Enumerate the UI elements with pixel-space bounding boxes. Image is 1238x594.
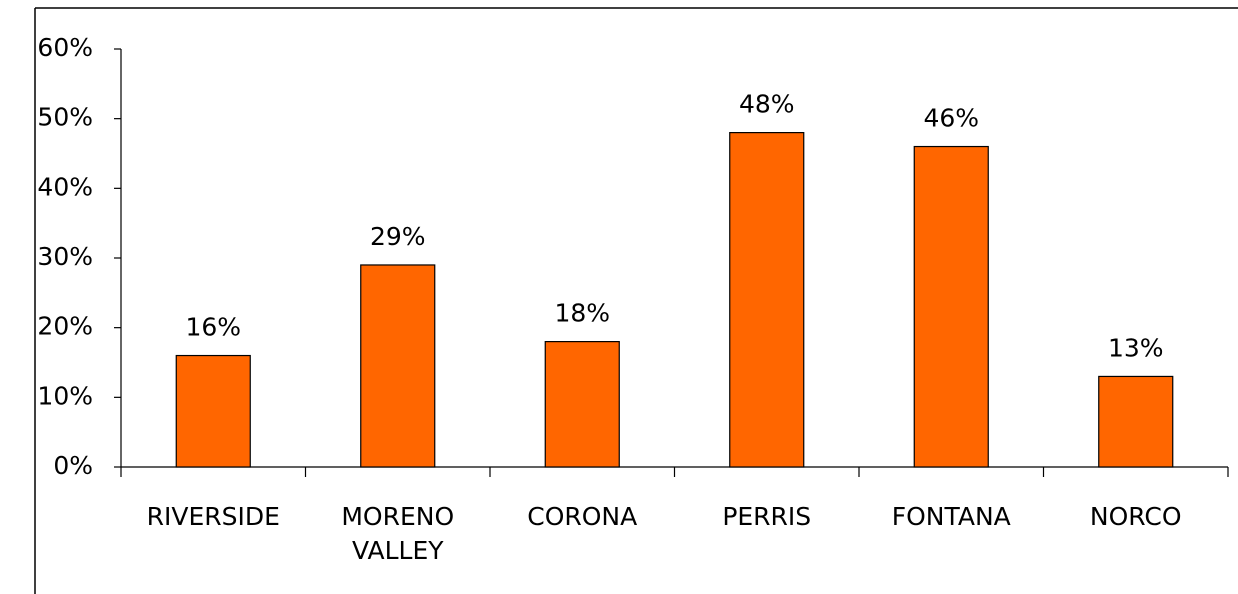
data-label: 18%: [554, 299, 610, 328]
y-tick-label: 0%: [53, 451, 93, 480]
x-tick-label: RIVERSIDE: [146, 502, 280, 531]
x-tick-label: PERRIS: [722, 502, 812, 531]
x-tick-label: MORENO VALLEY: [341, 502, 455, 565]
bar: [729, 132, 805, 468]
bar: [544, 341, 620, 468]
y-tick-label: 60%: [37, 33, 93, 62]
data-label: 13%: [1108, 333, 1164, 362]
y-tick-label: 10%: [37, 381, 93, 410]
data-label: 29%: [370, 222, 426, 251]
x-tick-label: CORONA: [527, 502, 638, 531]
data-label: 48%: [739, 90, 795, 119]
bar: [175, 354, 251, 468]
data-label: 46%: [923, 104, 979, 133]
data-label: 16%: [185, 313, 241, 342]
bar: [1098, 375, 1174, 468]
bar: [913, 145, 989, 468]
y-tick-label: 40%: [37, 172, 93, 201]
y-tick-label: 50%: [37, 103, 93, 132]
bar: [360, 264, 436, 468]
x-tick-label: FONTANA: [891, 502, 1011, 531]
x-tick-label: NORCO: [1089, 502, 1182, 531]
y-tick-label: 20%: [37, 312, 93, 341]
y-tick-label: 30%: [37, 242, 93, 271]
